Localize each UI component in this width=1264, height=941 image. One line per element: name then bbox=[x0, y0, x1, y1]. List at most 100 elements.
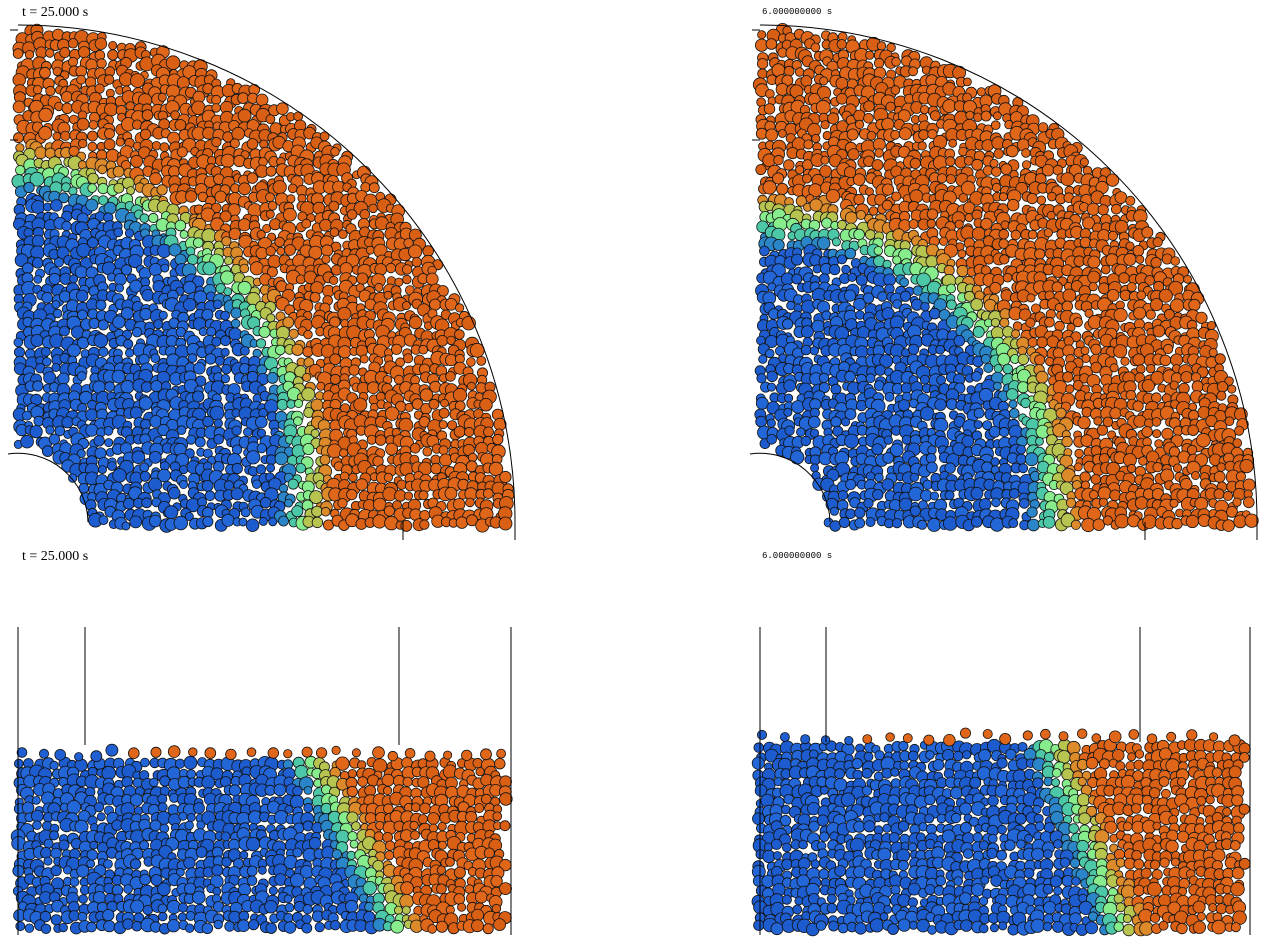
particle bbox=[1036, 371, 1048, 383]
particle bbox=[34, 416, 44, 426]
particle bbox=[926, 462, 937, 473]
particle bbox=[203, 416, 214, 427]
particle bbox=[990, 518, 1003, 531]
particle bbox=[403, 354, 412, 363]
particle bbox=[395, 278, 403, 286]
particle bbox=[157, 185, 167, 195]
particle bbox=[759, 355, 767, 363]
particle bbox=[1061, 173, 1074, 186]
particle bbox=[992, 183, 1001, 192]
particle bbox=[864, 113, 874, 123]
particle bbox=[222, 364, 232, 374]
particle bbox=[32, 201, 45, 214]
particle bbox=[1036, 437, 1044, 445]
particle bbox=[292, 506, 303, 517]
particle bbox=[1146, 364, 1155, 373]
particle bbox=[819, 373, 828, 382]
particle bbox=[312, 506, 323, 517]
particle bbox=[891, 86, 900, 95]
particle bbox=[303, 373, 311, 381]
particle bbox=[1063, 289, 1076, 302]
particle bbox=[839, 517, 849, 527]
particle bbox=[60, 326, 70, 336]
particle bbox=[16, 165, 25, 174]
particle bbox=[1207, 321, 1215, 329]
particle bbox=[1091, 344, 1101, 354]
particle bbox=[338, 499, 347, 508]
particle bbox=[94, 436, 105, 447]
particle bbox=[1037, 337, 1048, 348]
particle bbox=[1155, 440, 1163, 448]
particle bbox=[784, 66, 794, 76]
particle bbox=[842, 265, 851, 274]
particle bbox=[792, 254, 803, 265]
particle bbox=[61, 92, 72, 103]
particle bbox=[33, 381, 43, 391]
particle bbox=[493, 434, 503, 444]
particle bbox=[856, 275, 867, 286]
particle bbox=[957, 265, 968, 276]
particle bbox=[935, 399, 947, 411]
particle bbox=[88, 184, 97, 193]
particle bbox=[945, 491, 954, 500]
particle bbox=[329, 201, 339, 211]
particle bbox=[62, 221, 72, 231]
particle bbox=[1133, 245, 1144, 256]
particle bbox=[1082, 407, 1092, 417]
particle bbox=[152, 141, 161, 150]
particle bbox=[1126, 196, 1135, 205]
particle bbox=[955, 220, 963, 228]
particle bbox=[113, 316, 125, 328]
particle bbox=[791, 451, 804, 464]
particle bbox=[1088, 256, 1100, 268]
particle bbox=[259, 326, 270, 337]
particle bbox=[97, 59, 107, 69]
particle bbox=[310, 292, 320, 302]
particle bbox=[926, 256, 938, 268]
particle bbox=[934, 418, 948, 432]
particle bbox=[86, 199, 98, 211]
particle bbox=[757, 59, 767, 69]
particle bbox=[231, 488, 243, 500]
particle bbox=[817, 237, 830, 250]
particle bbox=[67, 800, 81, 814]
particle bbox=[1019, 499, 1029, 509]
particle bbox=[816, 100, 830, 114]
particles bbox=[8, 23, 1258, 935]
particle bbox=[1089, 283, 1097, 291]
particle bbox=[277, 247, 285, 255]
particle bbox=[273, 181, 286, 194]
particle bbox=[420, 520, 429, 529]
particle bbox=[454, 426, 465, 437]
particle bbox=[1119, 273, 1130, 284]
particle bbox=[464, 427, 473, 436]
particle bbox=[386, 443, 398, 455]
particle bbox=[1160, 355, 1171, 366]
particle bbox=[95, 38, 107, 50]
particle bbox=[847, 129, 858, 140]
particle bbox=[238, 281, 251, 294]
particle bbox=[77, 243, 91, 257]
particle bbox=[1127, 283, 1136, 292]
particle bbox=[1027, 193, 1037, 203]
particle bbox=[455, 330, 465, 340]
particle bbox=[98, 165, 107, 174]
particle bbox=[312, 517, 323, 528]
particle bbox=[802, 174, 811, 183]
particle bbox=[104, 75, 114, 85]
particle bbox=[882, 118, 894, 130]
particle bbox=[838, 255, 847, 264]
particle bbox=[1191, 373, 1200, 382]
particle bbox=[923, 480, 932, 489]
particle bbox=[1028, 230, 1037, 239]
particle bbox=[53, 132, 61, 140]
particle bbox=[445, 487, 457, 499]
particle bbox=[71, 326, 83, 338]
particle bbox=[179, 480, 187, 488]
particle bbox=[86, 424, 98, 436]
particle bbox=[339, 230, 348, 239]
particle bbox=[767, 371, 778, 382]
particle bbox=[22, 802, 34, 814]
particle bbox=[285, 499, 293, 507]
particle bbox=[296, 463, 306, 473]
